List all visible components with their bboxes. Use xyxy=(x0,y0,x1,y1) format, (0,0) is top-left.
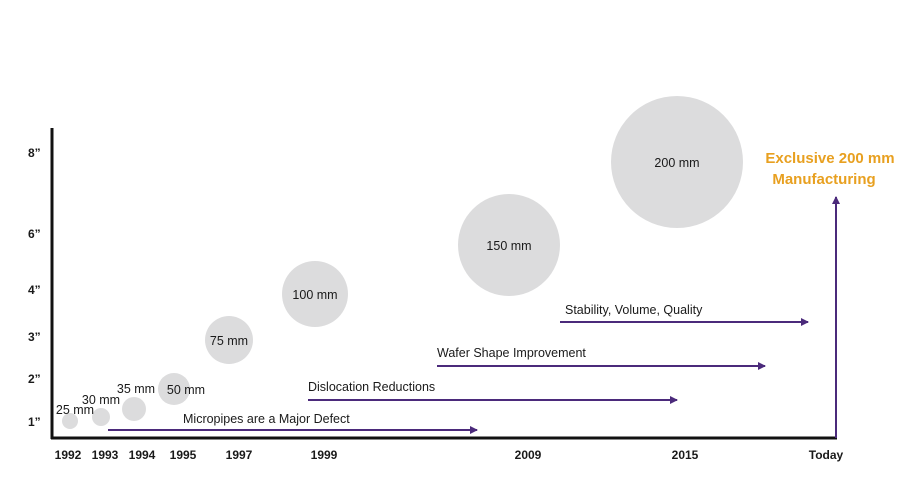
wafer-size-label: 200 mm xyxy=(654,156,699,170)
wafer-circle xyxy=(282,261,348,327)
wafer-circle xyxy=(205,316,253,364)
wafer-size-label: 50 mm xyxy=(167,383,205,397)
wafer-size-label: 100 mm xyxy=(292,288,337,302)
y-tick-label: 3” xyxy=(28,330,41,344)
x-tick-label: 1994 xyxy=(129,448,156,462)
wafer-size-label: 75 mm xyxy=(210,334,248,348)
x-tick-label: 1992 xyxy=(55,448,82,462)
wafer-size-label: 35 mm xyxy=(117,382,155,396)
wafer-circle xyxy=(158,373,190,405)
wafer-circle xyxy=(458,194,560,296)
y-tick-label: 4” xyxy=(28,283,41,297)
x-tick-label: 1997 xyxy=(226,448,253,462)
wafer-circle xyxy=(62,413,78,429)
callout-line-1: Exclusive 200 mm xyxy=(765,150,894,167)
x-tick-label: 2015 xyxy=(672,448,699,462)
wafer-circle xyxy=(122,397,146,421)
x-tick-label: 2009 xyxy=(515,448,542,462)
wafer-size-label: 25 mm xyxy=(56,403,94,417)
callout-line-2: Manufacturing xyxy=(772,171,875,188)
x-tick-label: Today xyxy=(809,448,844,462)
milestone-label: Micropipes are a Major Defect xyxy=(183,412,350,426)
wafer-circle xyxy=(611,96,743,228)
x-tick-label: 1995 xyxy=(170,448,197,462)
wafer-size-label: 30 mm xyxy=(82,393,120,407)
wafer-size-label: 150 mm xyxy=(486,239,531,253)
y-tick-label: 1” xyxy=(28,415,41,429)
x-tick-label: 1993 xyxy=(92,448,119,462)
milestone-label: Stability, Volume, Quality xyxy=(565,303,703,317)
y-tick-label: 8” xyxy=(28,146,41,160)
y-tick-label: 2” xyxy=(28,372,41,386)
x-tick-label: 1999 xyxy=(311,448,338,462)
milestone-label: Dislocation Reductions xyxy=(308,380,435,394)
wafer-circle xyxy=(92,408,110,426)
milestone-label: Wafer Shape Improvement xyxy=(437,346,586,360)
y-tick-label: 6” xyxy=(28,227,41,241)
